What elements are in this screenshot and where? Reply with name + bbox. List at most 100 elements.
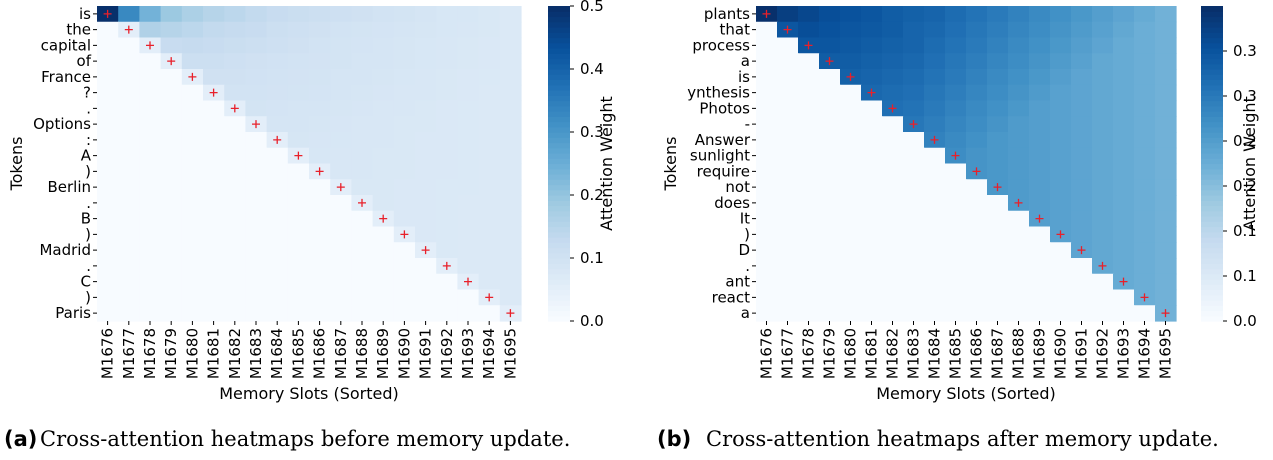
heatmap-cell: [224, 53, 246, 70]
heatmap-cell: [987, 163, 1009, 180]
heatmap-cell: [330, 132, 352, 149]
heatmap-cell: [1008, 226, 1030, 243]
heatmap-cell: [203, 242, 225, 259]
heatmap-cell: [393, 210, 416, 228]
y-tick-label: It: [740, 210, 750, 228]
heatmap-cell: [97, 84, 119, 102]
heatmap-cell: [351, 258, 374, 275]
heatmap-cell: [351, 6, 374, 23]
heatmap-cell: [924, 6, 946, 23]
heatmap-cell: [478, 84, 501, 102]
heatmap-cell: [1071, 132, 1093, 149]
heatmap-cell: [118, 242, 140, 259]
colorbar-segment: [1201, 263, 1223, 270]
heatmap-cell: [266, 37, 289, 54]
heatmap-cell: [478, 69, 501, 86]
diagonal-marker: [379, 214, 388, 223]
heatmap-cell: [966, 100, 988, 117]
heatmap-cell: [415, 100, 437, 117]
heatmap-cell: [139, 289, 162, 306]
heatmap-cell: [266, 100, 289, 117]
heatmap-cell: [181, 147, 204, 165]
heatmap-cell: [798, 6, 820, 23]
heatmap-cell: [1008, 116, 1030, 133]
colorbar-segment: [548, 168, 570, 175]
heatmap-cell: [1092, 21, 1114, 39]
colorbar-segment: [1201, 258, 1223, 264]
colorbar-segment: [548, 37, 570, 44]
heatmap-cell: [457, 69, 480, 86]
heatmap-cell: [393, 195, 416, 212]
heatmap-cell: [798, 163, 820, 180]
diagonal-marker: [146, 41, 154, 50]
diagonal-marker: [1014, 198, 1023, 207]
heatmap-cell: [1155, 69, 1177, 86]
heatmap-cell: [309, 6, 331, 23]
x-tick-label: M1679: [821, 328, 839, 379]
heatmap-cell: [181, 100, 204, 117]
heatmap-cell: [457, 305, 480, 322]
diagonal-marker: [825, 57, 834, 66]
heatmap-cell: [118, 37, 140, 54]
y-tick-label: Madrid: [39, 241, 91, 259]
heatmap-cell: [903, 258, 925, 275]
heatmap-cell: [882, 163, 904, 180]
heatmap-cell: [224, 21, 246, 39]
y-tick-label: sunlight: [690, 147, 750, 165]
heatmap-cell: [966, 305, 988, 322]
heatmap-cell: [1050, 21, 1072, 39]
heatmap-cell: [436, 84, 458, 102]
heatmap-cell: [945, 163, 967, 180]
colorbar-segment: [1201, 158, 1223, 165]
heatmap-cell: [351, 273, 374, 291]
heatmap-cell: [160, 132, 183, 149]
colorbar-segment: [1201, 252, 1223, 259]
colorbar-segment: [1201, 279, 1223, 285]
colorbar-segment: [548, 63, 570, 70]
heatmap-cell: [756, 100, 778, 117]
heatmap-cell: [756, 305, 778, 322]
colorbar-segment: [548, 21, 570, 28]
heatmap-cell: [499, 116, 522, 133]
heatmap-cell: [861, 37, 883, 54]
x-tick-label: M1686: [968, 328, 986, 379]
heatmap-cell: [266, 179, 289, 196]
heatmap-cell: [903, 69, 925, 86]
heatmap-cell: [309, 210, 331, 228]
colorbar-segment: [548, 95, 570, 102]
heatmap-cell: [372, 6, 395, 23]
heatmap-cell: [393, 179, 416, 196]
heatmap-cell: [1008, 37, 1030, 54]
heatmap-cell: [499, 242, 522, 259]
heatmap-cell: [330, 305, 352, 322]
heatmap-cell: [287, 84, 310, 102]
heatmap-cell: [1134, 179, 1156, 196]
heatmap-cell: [756, 116, 778, 133]
heatmap-cell: [415, 226, 437, 243]
heatmap-cell: [1071, 147, 1093, 165]
heatmap-cells: [97, 6, 522, 322]
heatmap-cell: [861, 289, 883, 306]
heatmap-cell: [777, 37, 799, 54]
colorbar-segment: [548, 252, 570, 259]
heatmap-cell: [118, 53, 140, 70]
heatmap-cell: [203, 258, 225, 275]
heatmap-cell: [798, 84, 820, 102]
x-tick-label: M1686: [311, 328, 329, 379]
heatmap-cell: [436, 163, 458, 180]
heatmap-cell: [245, 21, 268, 39]
heatmap-cell: [309, 305, 331, 322]
heatmap-cell: [457, 6, 480, 23]
colorbar-segment: [548, 258, 570, 264]
heatmap-cell: [756, 195, 778, 212]
colorbar-segment: [548, 200, 570, 207]
heatmap-cell: [1071, 37, 1093, 54]
heatmap-cell: [756, 53, 778, 70]
x-tick-label: M1678: [800, 328, 818, 379]
heatmap-cell: [1155, 242, 1177, 259]
heatmap-cell: [924, 242, 946, 259]
x-tick-label: M1688: [1010, 328, 1028, 379]
heatmap-cell: [924, 147, 946, 165]
heatmap-cell: [118, 195, 140, 212]
heatmap-cell: [478, 21, 501, 39]
